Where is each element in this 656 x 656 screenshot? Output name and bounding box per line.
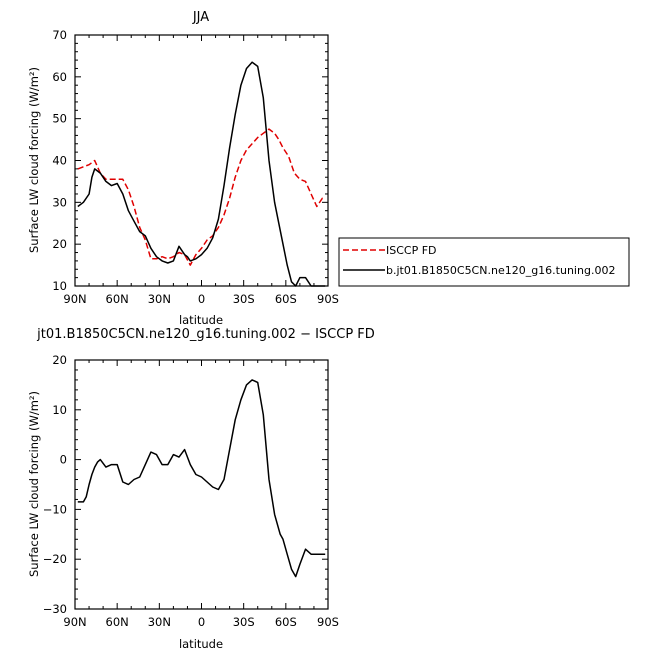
top-y-tick-label: 50 [52,112,67,126]
chart-bottom: jt01.B1850C5CN.ne120_g16.tuning.002 − IS… [27,327,375,651]
bottom-series-line-0 [77,379,326,578]
bottom-chart-title: jt01.B1850C5CN.ne120_g16.tuning.002 − IS… [36,327,375,342]
bottom-y-tick-label: −20 [43,552,67,566]
top-y-tick-label: 10 [52,279,67,293]
top-y-tick-label: 70 [52,28,67,42]
bottom-y-tick-label: 10 [52,403,67,417]
bottom-x-tick-label: 30N [148,615,171,629]
top-x-tick-label: 60S [275,292,297,306]
top-y-tick-label: 60 [52,70,67,84]
top-y-tick-label: 40 [52,154,67,168]
top-x-tick-label: 90N [63,292,86,306]
bottom-y-tick-label: −30 [43,602,67,616]
top-y-tick-label: 30 [52,195,67,209]
top-y-axis-label: Surface LW cloud forcing (W/m²) [27,67,41,253]
bottom-x-axis-label: latitude [179,637,223,651]
top-x-tick-label: 30N [148,292,171,306]
bottom-y-tick-label: 20 [52,353,67,367]
bottom-y-tick-label: 0 [60,453,67,467]
top-x-tick-label: 60N [106,292,129,306]
top-x-tick-label: 90S [317,292,339,306]
bottom-x-tick-label: 60S [275,615,297,629]
top-y-tick-label: 20 [52,237,67,251]
top-series-line-0 [77,128,326,266]
top-series-line-1 [77,61,326,287]
bottom-x-tick-label: 90N [63,615,86,629]
bottom-x-tick-label: 0 [198,615,205,629]
bottom-x-tick-label: 90S [317,615,339,629]
top-x-axis-label: latitude [179,313,223,327]
bottom-y-axis-label: Surface LW cloud forcing (W/m²) [27,391,41,577]
bottom-plot-frame [74,359,329,610]
top-legend: ISCCP FD b.jt01.B1850C5CN.ne120_g16.tuni… [338,237,630,287]
top-x-tick-label: 0 [198,292,205,306]
chart-top: JJA 10 20 30 40 50 60 70 90N 60N 30N 0 30S 60S 90S Su… [27,10,630,327]
legend-label-model: b.jt01.B1850C5CN.ne120_g16.tuning.002 [386,264,615,277]
top-x-tick-label: 30S [233,292,255,306]
legend-box [338,237,630,287]
legend-label-isccp: ISCCP FD [386,244,437,257]
bottom-y-tick-label: −10 [43,502,67,516]
bottom-x-tick-label: 30S [233,615,255,629]
bottom-x-tick-label: 60N [106,615,129,629]
top-chart-title: JJA [192,10,209,25]
